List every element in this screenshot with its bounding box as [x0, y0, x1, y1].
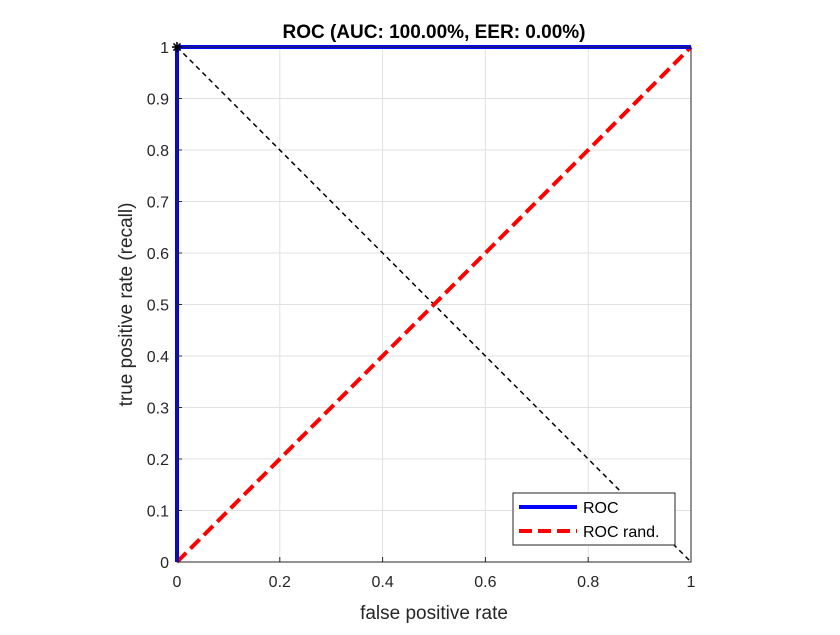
- y-tick-label: 0.4: [147, 349, 169, 366]
- y-tick-label: 0.5: [147, 298, 169, 315]
- y-tick-label: 0.6: [147, 246, 169, 263]
- y-tick-label: 0: [160, 555, 169, 572]
- legend-label-roc-rand: ROC rand.: [583, 524, 659, 541]
- y-tick-label: 0.1: [147, 504, 169, 521]
- eer-point-marker: [172, 42, 182, 52]
- x-tick-label: 1: [687, 574, 696, 591]
- y-tick-label: 0.3: [147, 401, 169, 418]
- y-tick-label: 0.2: [147, 452, 169, 469]
- markers: [172, 42, 182, 52]
- y-tick-label: 0.9: [147, 92, 169, 109]
- x-tick-label: 0: [173, 574, 182, 591]
- x-axis-label: false positive rate: [360, 603, 508, 624]
- y-tick-label: 0.8: [147, 143, 169, 160]
- x-tick-label: 0.2: [269, 574, 291, 591]
- y-tick-label: 1: [160, 40, 169, 57]
- legend: ROC ROC rand.: [512, 492, 676, 546]
- marker-stroke: [172, 42, 182, 52]
- x-tick-label: 0.6: [474, 574, 496, 591]
- legend-label-roc: ROC: [583, 500, 619, 517]
- y-tick-label: 0.7: [147, 195, 169, 212]
- chart-title: ROC (AUC: 100.00%, EER: 0.00%): [282, 22, 585, 43]
- y-axis-label: true positive rate (recall): [116, 203, 137, 407]
- roc-random-line: [175, 45, 693, 564]
- grid-lines: [177, 47, 691, 562]
- x-tick-label: 0.8: [577, 574, 599, 591]
- legend-box: [512, 492, 676, 546]
- axis-ticks: 0 0.2 0.4 0.6 0.8 1 0 0.1 0.2 0.3 0.4 0.5 0.6 0.7 0.8 0…: [147, 40, 696, 591]
- x-tick-label: 0.4: [371, 574, 393, 591]
